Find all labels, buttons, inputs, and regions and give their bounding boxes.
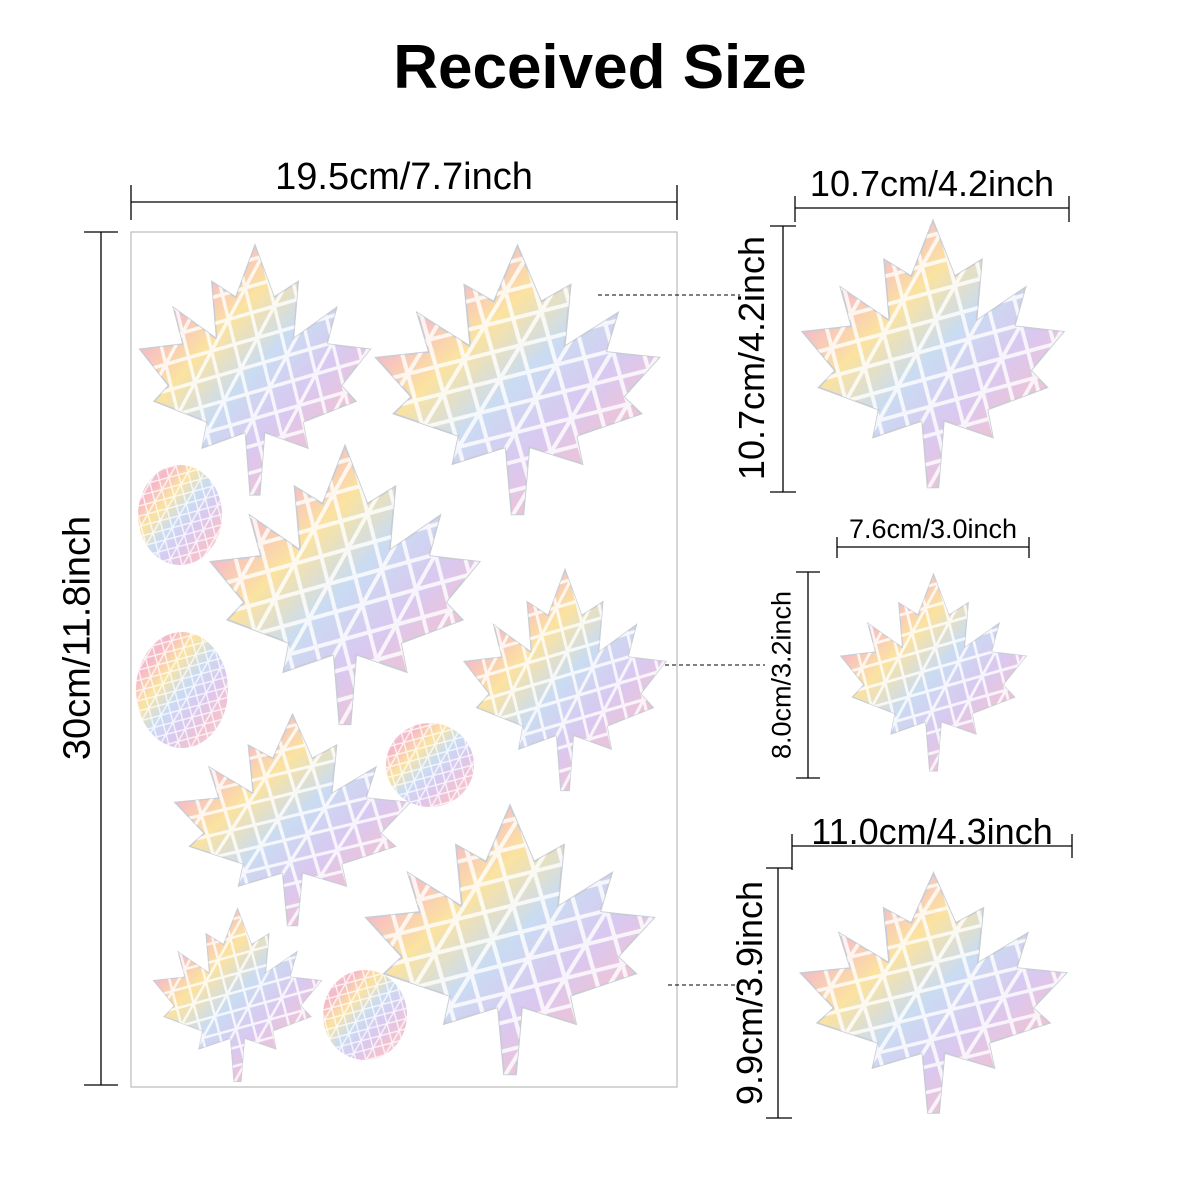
sheet-dimension-lines [84, 185, 678, 1086]
sticker-dimension-lines [766, 196, 1073, 1119]
sticker-2-width-label: 7.6cm/3.0inch [848, 514, 1018, 544]
sticker-leaf-3 [799, 871, 1068, 1115]
page-title: Received Size [393, 33, 807, 102]
sheet-height-label: 30cm/11.8inch [56, 515, 99, 761]
sticker-2-height-label: 8.0cm/3.2inch [766, 590, 797, 760]
sheet-leaves [136, 243, 667, 1083]
sheet-width-label: 19.5cm/7.7inch [275, 156, 533, 198]
sticker-3-width-label: 11.0cm/4.3inch [811, 811, 1053, 852]
sticker-3-height-label: 9.9cm/3.9inch [729, 880, 770, 1106]
sticker-1-height-label: 10.7cm/4.2inch [731, 235, 772, 481]
connector-dashed-lines [598, 294, 765, 986]
sticker-leaf-2 [839, 573, 1028, 772]
sticker-1-width-label: 10.7cm/4.2inch [809, 163, 1055, 204]
sticker-leaf-1 [801, 219, 1065, 489]
